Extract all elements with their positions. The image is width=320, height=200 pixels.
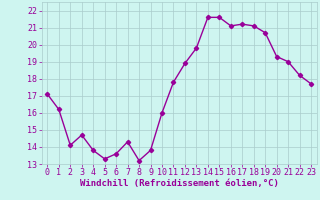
X-axis label: Windchill (Refroidissement éolien,°C): Windchill (Refroidissement éolien,°C) (80, 179, 279, 188)
